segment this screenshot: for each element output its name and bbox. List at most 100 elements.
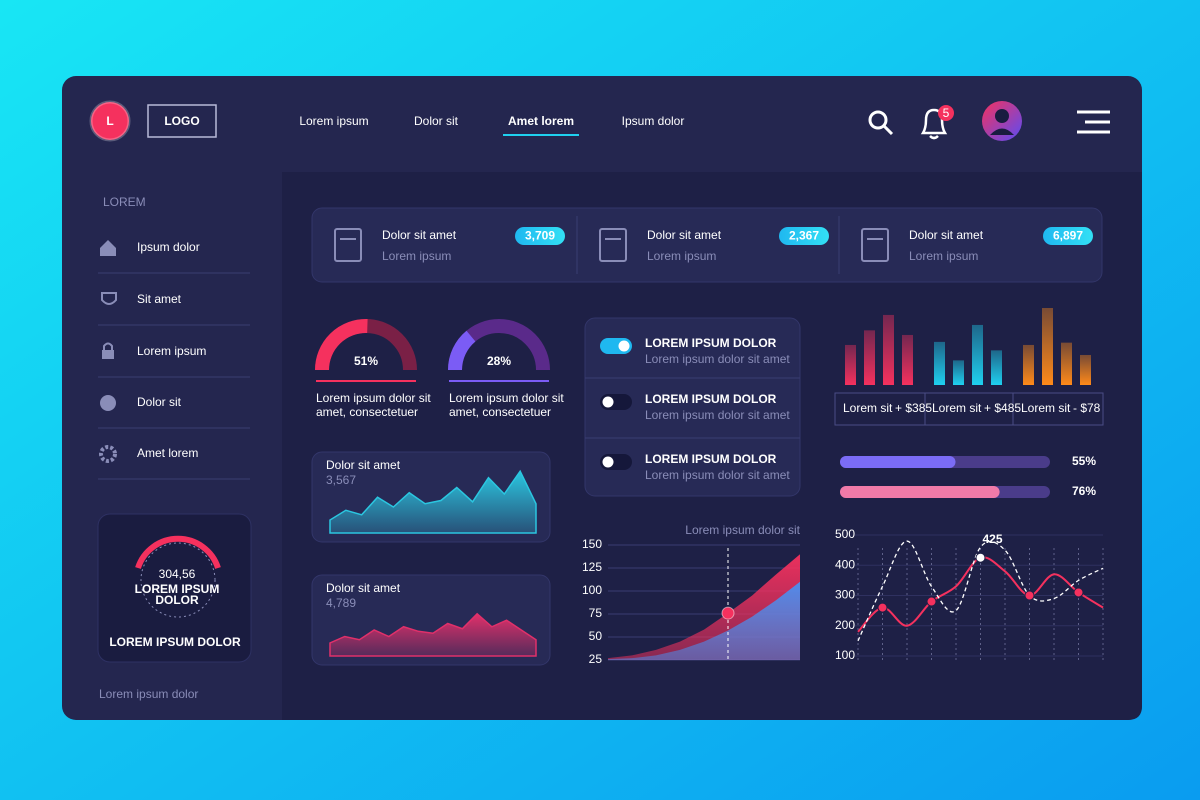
wave-point-label: 425 [982, 532, 1002, 546]
logo-box [147, 104, 217, 138]
y-tick-label: 400 [835, 557, 855, 571]
stat-title: Dolor sit amet [647, 228, 722, 242]
sidebar-gauge-arc [135, 535, 221, 569]
area-card-title: Dolor sit amet [326, 581, 401, 595]
menu-icon[interactable] [1077, 110, 1110, 134]
stat-icon [334, 228, 362, 262]
bar [1042, 308, 1053, 385]
gauge-arc [448, 330, 476, 371]
toggle-title: LOREM IPSUM DOLOR [645, 392, 777, 406]
avatar-body [990, 128, 1014, 135]
logo-letter: L [106, 114, 113, 128]
progress-label: 55% [1072, 454, 1096, 468]
stat-badge [779, 227, 829, 245]
sidebar-item[interactable]: Lorem ipsum [137, 344, 206, 358]
toggle-title: LOREM IPSUM DOLOR [645, 452, 777, 466]
y-tick-label: 500 [835, 527, 855, 541]
area-card-area [329, 469, 537, 534]
bar-legend-label: Lorem sit [932, 401, 982, 415]
y-tick-label: 100 [835, 648, 855, 662]
wave-point [877, 602, 888, 613]
bar-legend-change: + $385 [895, 401, 932, 415]
sidebar-item[interactable]: Sit amet [137, 292, 182, 306]
y-tick-label: 25 [589, 652, 603, 666]
search-icon-handle [882, 124, 894, 136]
stat-subtitle: Lorem ipsum [382, 249, 451, 263]
stat-badge-value: 3,709 [525, 229, 555, 243]
bar [972, 324, 983, 385]
stat-title: Dolor sit amet [909, 228, 984, 242]
toggle-title: LOREM IPSUM DOLOR [645, 336, 777, 350]
wave-line [857, 540, 1104, 642]
stat-title: Dolor sit amet [382, 228, 457, 242]
gauge-label: 51% [354, 354, 378, 368]
sidebar-gauge-line: LOREM IPSUM [135, 582, 220, 596]
nav-link[interactable]: Dolor sit [414, 114, 459, 128]
stat-badge [515, 227, 565, 245]
bar-legend-label: Lorem sit [843, 401, 893, 415]
y-tick-label: 100 [582, 583, 602, 597]
bar [934, 341, 945, 385]
sidebar-item[interactable]: Ipsum dolor [137, 240, 200, 254]
gauge-text: Lorem ipsum dolor sit [449, 391, 564, 405]
bar [1023, 344, 1034, 385]
toggle-knob [602, 396, 614, 408]
bar [953, 360, 964, 385]
y-tick-label: 50 [589, 629, 603, 643]
notification-badge [938, 105, 954, 121]
wave-point [926, 596, 937, 607]
stat-badge-value: 2,367 [789, 229, 819, 243]
stat-icon [599, 228, 627, 262]
sidebar-item[interactable]: Dolor sit [137, 395, 182, 409]
bar-legend-change: - $78 [1073, 401, 1101, 415]
y-tick-label: 200 [835, 618, 855, 632]
nav-link[interactable]: Ipsum dolor [622, 114, 685, 128]
progress-fill [840, 486, 1000, 498]
stat-subtitle: Lorem ipsum [909, 249, 978, 263]
gauge-label: 28% [487, 354, 511, 368]
bar-legend-box [834, 392, 1104, 426]
bar [1080, 354, 1091, 385]
stat-subtitle: Lorem ipsum [647, 249, 716, 263]
wave-point [1073, 587, 1084, 598]
sidebar-gauge-line: DOLOR [155, 593, 199, 607]
nav-link[interactable]: Amet lorem [508, 114, 574, 128]
logo-mark[interactable] [89, 100, 131, 142]
area-series [608, 581, 800, 660]
wave-point [1024, 590, 1035, 601]
gauge-text: amet, consectetuer [316, 405, 418, 419]
notification-count: 5 [943, 106, 950, 120]
nav-link[interactable]: Lorem ipsum [299, 114, 368, 128]
sidebar-icons [99, 240, 117, 463]
bell-icon[interactable] [920, 108, 948, 140]
area-chart-title: Lorem ipsum dolor sit [685, 523, 800, 537]
stat-badge-value: 6,897 [1053, 229, 1083, 243]
stat-icon [861, 228, 889, 262]
y-tick-label: 300 [835, 588, 855, 602]
bar [883, 314, 894, 385]
area-card-title: Dolor sit amet [326, 458, 401, 472]
bar [1061, 342, 1072, 385]
bar [902, 334, 913, 385]
toggle-subtitle: Lorem ipsum dolor sit amet [645, 468, 790, 482]
sidebar-gauge-caption: LOREM IPSUM DOLOR [109, 635, 241, 649]
sidebar-item[interactable]: Amet lorem [137, 446, 198, 460]
highlight-point [721, 606, 735, 620]
stat-badge [1043, 227, 1093, 245]
y-tick-label: 150 [582, 537, 602, 551]
bar-legend-change: + $485 [984, 401, 1021, 415]
avatar-head [995, 109, 1009, 123]
toggles-card [584, 317, 801, 497]
area-card-value: 4,789 [326, 596, 356, 610]
y-tick-label: 75 [589, 606, 603, 620]
sidebar-gauge-value: 304,56 [159, 567, 196, 581]
progress-fill [840, 456, 956, 468]
bar [845, 344, 856, 385]
gauge-text: Lorem ipsum dolor sit [316, 391, 431, 405]
area-card-value: 3,567 [326, 473, 356, 487]
sidebar-gauge-card [97, 513, 252, 663]
search-icon[interactable] [868, 110, 888, 130]
y-tick-label: 125 [582, 560, 602, 574]
toggle-knob [602, 456, 614, 468]
